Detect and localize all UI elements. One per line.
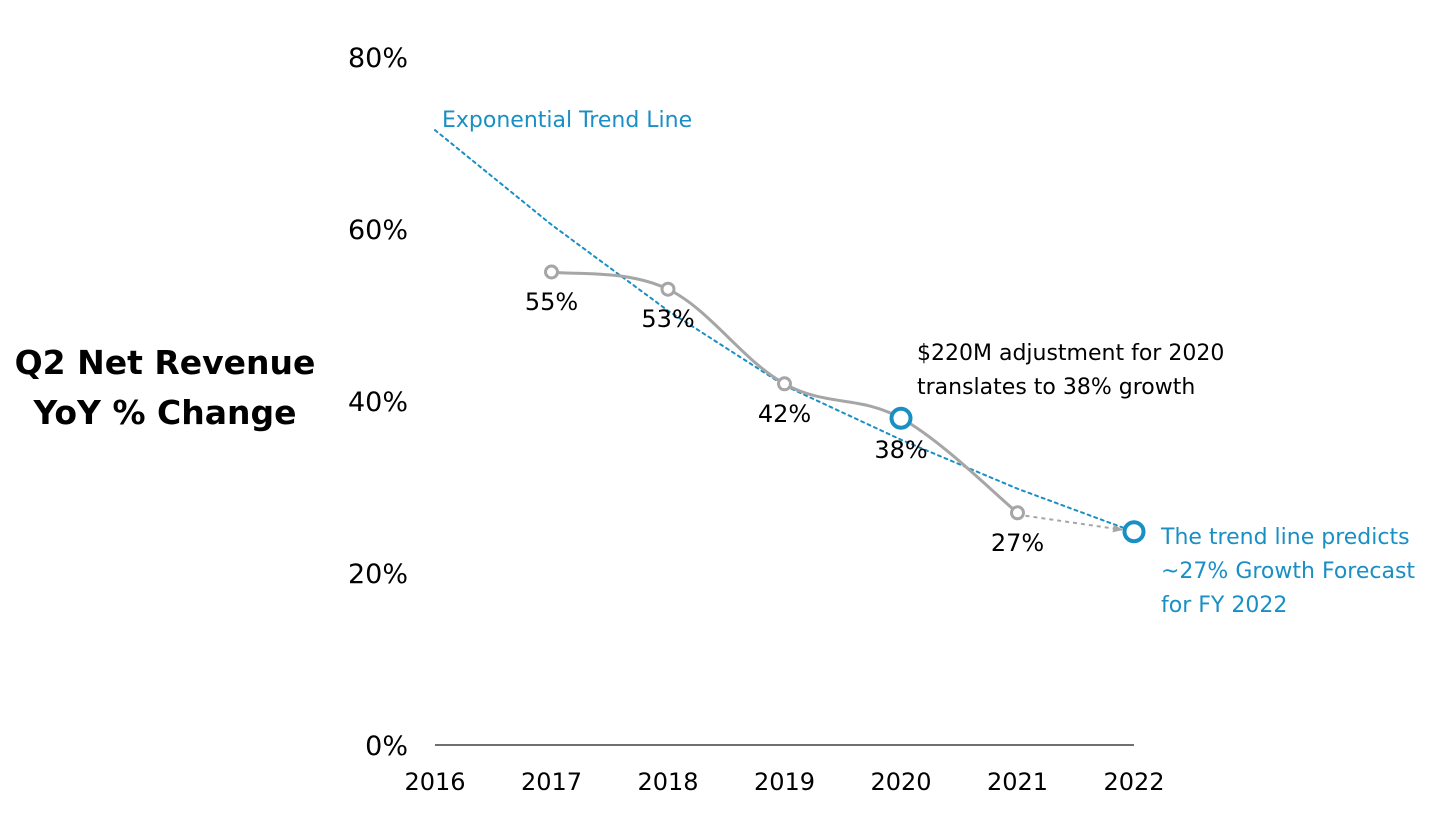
- y-axis-title: Q2 Net Revenue YoY % Change: [10, 338, 320, 438]
- x-tick-label: 2018: [637, 768, 698, 796]
- y-tick-label: 0%: [365, 731, 408, 762]
- data-label: 55%: [525, 288, 578, 316]
- forecast-label-line: ~27% Growth Forecast: [1161, 559, 1415, 584]
- y-tick-label: 40%: [348, 387, 408, 418]
- data-label: 27%: [991, 529, 1044, 557]
- annotation-line: $220M adjustment for 2020: [917, 341, 1224, 366]
- y-axis-title-line-1: Q2 Net Revenue: [14, 343, 316, 382]
- y-tick-label: 60%: [348, 215, 408, 246]
- data-point-marker: [660, 281, 676, 297]
- trend-line: [434, 129, 1135, 533]
- forecast-label-line: for FY 2022: [1161, 593, 1287, 618]
- data-point-marker: [1010, 505, 1025, 521]
- y-tick-label: 20%: [348, 559, 408, 590]
- forecast-label-line: The trend line predicts: [1160, 525, 1410, 550]
- trend-line-label: Exponential Trend Line: [442, 108, 692, 133]
- data-point-marker: [777, 376, 792, 392]
- data-label: 42%: [758, 400, 811, 428]
- forecast-marker: [1122, 520, 1146, 544]
- data-point-marker: [889, 406, 913, 430]
- data-point-marker: [544, 264, 559, 280]
- data-label: 53%: [641, 305, 694, 333]
- forecast-arrow: [1025, 514, 1123, 533]
- x-tick-label: 2019: [754, 768, 815, 796]
- data-label: 38%: [874, 436, 927, 464]
- x-tick-label: 2021: [987, 768, 1048, 796]
- x-tick-label: 2016: [404, 768, 465, 796]
- y-tick-label: 80%: [348, 43, 408, 74]
- x-tick-label: 2022: [1103, 768, 1164, 796]
- annotation-line: translates to 38% growth: [917, 375, 1195, 400]
- y-axis-title-line-2: YoY % Change: [33, 393, 297, 432]
- x-tick-label: 2017: [521, 768, 582, 796]
- x-tick-label: 2020: [870, 768, 931, 796]
